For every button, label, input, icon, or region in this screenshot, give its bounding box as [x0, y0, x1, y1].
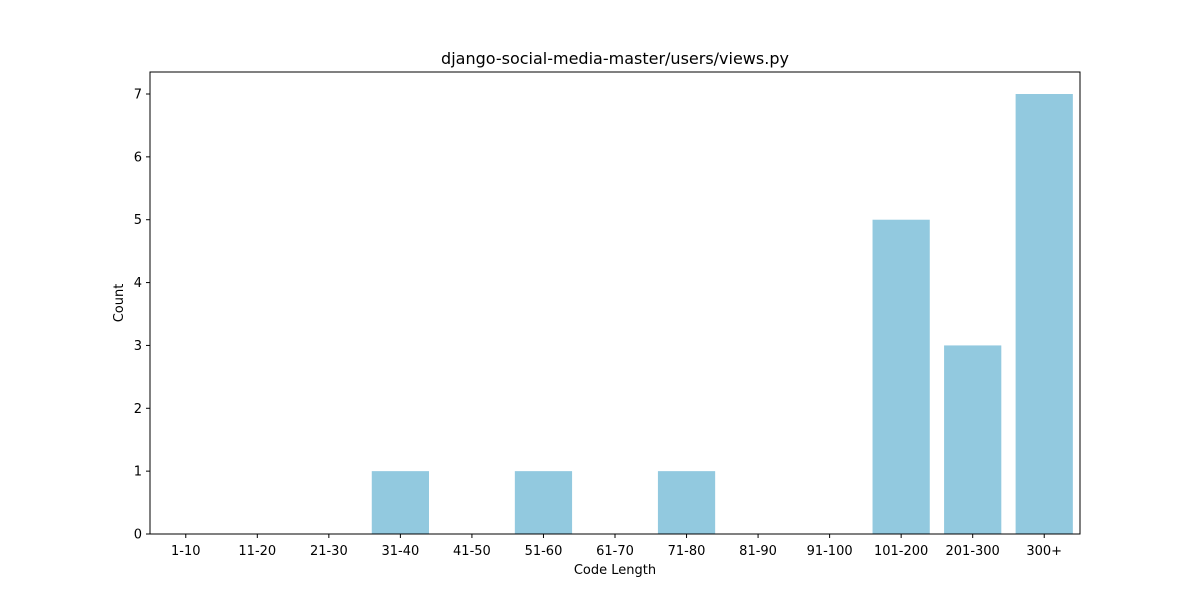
bars-group [372, 94, 1073, 534]
y-axis-title: Count [112, 284, 127, 323]
x-tick-label: 11-20 [238, 544, 276, 559]
x-tick-label: 61-70 [596, 544, 634, 559]
x-tick-label: 201-300 [946, 544, 1000, 559]
x-tick-label: 81-90 [739, 544, 777, 559]
y-tick-label: 7 [134, 88, 142, 103]
bar-31-40 [372, 471, 429, 534]
bar-71-80 [658, 471, 715, 534]
x-tick-label: 101-200 [874, 544, 928, 559]
y-tick-label: 0 [134, 528, 142, 543]
bar-300+ [1016, 94, 1073, 534]
x-tick-label: 1-10 [171, 544, 201, 559]
y-tick-label: 6 [134, 150, 142, 165]
x-tick-label: 31-40 [381, 544, 419, 559]
y-tick-label: 5 [134, 213, 142, 228]
y-tick-label: 3 [134, 339, 142, 354]
x-tick-label: 91-100 [807, 544, 853, 559]
x-tick-label: 21-30 [310, 544, 348, 559]
x-tick-label: 71-80 [668, 544, 706, 559]
plot-frame [150, 72, 1080, 534]
y-tick-label: 1 [134, 465, 142, 480]
x-axis: 1-10 11-20 21-30 31-40 41-50 51-60 61-70 71-80 8… [171, 534, 1062, 559]
x-axis-title: Code Length [574, 563, 656, 578]
chart-title: django-social-media-master/users/views.p… [441, 49, 789, 68]
x-tick-label: 300+ [1026, 544, 1062, 559]
bar-201-300 [944, 345, 1001, 534]
bar-101-200 [873, 220, 930, 534]
bar-51-60 [515, 471, 572, 534]
y-tick-label: 2 [134, 402, 142, 417]
y-tick-label: 4 [134, 276, 142, 291]
x-tick-label: 51-60 [525, 544, 563, 559]
x-tick-label: 41-50 [453, 544, 491, 559]
y-axis: 0 1 2 3 4 5 6 7 [134, 88, 150, 543]
